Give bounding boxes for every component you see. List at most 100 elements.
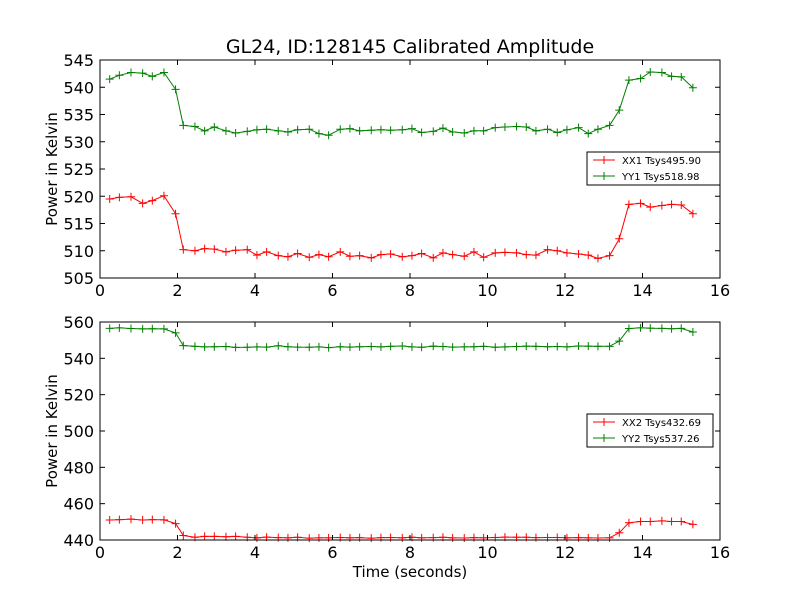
x-tick-label: 14 xyxy=(632,281,652,300)
data-point-marker xyxy=(667,200,676,209)
data-point-marker xyxy=(407,124,416,133)
data-point-marker xyxy=(231,129,240,138)
data-point-marker xyxy=(283,252,292,261)
data-point-marker xyxy=(574,341,583,350)
legend-marker xyxy=(600,172,608,180)
data-point-marker xyxy=(115,515,124,524)
data-point-marker xyxy=(115,193,124,202)
data-point-marker xyxy=(469,342,478,351)
data-point-marker xyxy=(345,124,354,133)
y-tick-label: 510 xyxy=(63,242,94,261)
y-tick-label: 540 xyxy=(63,349,94,368)
data-point-marker xyxy=(636,323,645,332)
data-point-marker xyxy=(274,126,283,135)
data-point-marker xyxy=(148,515,157,524)
data-point-marker xyxy=(293,343,302,352)
data-point-marker xyxy=(171,209,180,218)
data-point-marker xyxy=(522,123,531,132)
data-point-marker xyxy=(105,324,114,333)
data-point-marker xyxy=(417,128,426,137)
data-point-marker xyxy=(429,342,438,351)
data-point-marker xyxy=(305,343,314,352)
data-point-marker xyxy=(553,342,562,351)
data-point-marker xyxy=(324,252,333,261)
data-point-marker xyxy=(367,342,376,351)
data-point-marker xyxy=(657,201,666,210)
x-tick-label: 8 xyxy=(405,281,415,300)
data-point-marker xyxy=(522,342,531,351)
data-point-marker xyxy=(115,323,124,332)
x-tick-label: 2 xyxy=(172,543,182,562)
data-point-marker xyxy=(522,250,531,259)
data-point-marker xyxy=(171,519,180,528)
data-point-marker xyxy=(448,250,457,259)
data-point-marker xyxy=(274,341,283,350)
data-point-marker xyxy=(624,76,633,85)
data-point-marker xyxy=(531,126,540,135)
x-tick-label: 6 xyxy=(327,281,337,300)
data-point-marker xyxy=(314,250,323,259)
data-point-marker xyxy=(336,125,345,134)
y-tick-label: 525 xyxy=(63,160,94,179)
data-point-marker xyxy=(448,127,457,136)
data-point-marker xyxy=(179,531,188,540)
data-point-marker xyxy=(593,534,602,543)
data-point-marker xyxy=(324,343,333,352)
y-tick-label: 520 xyxy=(63,386,94,405)
data-point-marker xyxy=(688,520,697,529)
data-point-marker xyxy=(677,200,686,209)
data-point-marker xyxy=(127,515,135,524)
data-point-marker xyxy=(543,125,552,134)
data-point-marker xyxy=(210,123,219,132)
data-point-marker xyxy=(345,252,354,261)
data-point-marker xyxy=(398,125,407,134)
data-point-marker xyxy=(190,246,199,255)
data-point-marker xyxy=(324,131,333,140)
data-point-marker xyxy=(688,83,697,92)
x-tick-label: 8 xyxy=(405,543,415,562)
data-point-marker xyxy=(531,342,540,351)
data-point-marker xyxy=(252,251,261,260)
data-point-marker xyxy=(429,253,438,262)
data-point-marker xyxy=(460,534,469,543)
x-tick-label: 16 xyxy=(710,543,730,562)
data-point-marker xyxy=(677,324,686,333)
data-point-marker xyxy=(231,246,240,255)
legend-box xyxy=(586,413,714,448)
data-point-marker xyxy=(274,251,283,260)
data-point-marker xyxy=(243,245,252,254)
legend-entry-label: YY2 Tsys537.26 xyxy=(621,434,700,445)
data-point-marker xyxy=(221,247,230,256)
data-point-marker xyxy=(221,532,230,541)
data-point-marker xyxy=(574,123,583,132)
data-point-marker xyxy=(584,129,593,138)
data-point-marker xyxy=(460,252,469,261)
data-point-marker xyxy=(417,343,426,352)
data-point-marker xyxy=(605,342,614,351)
y-tick-label: 520 xyxy=(63,187,94,206)
data-point-marker xyxy=(262,247,271,256)
data-point-marker xyxy=(200,532,209,541)
data-point-marker xyxy=(491,248,500,257)
data-point-marker xyxy=(657,68,666,77)
data-point-marker xyxy=(479,342,488,351)
y-tick-label: 505 xyxy=(63,269,94,288)
data-point-marker xyxy=(636,199,645,208)
data-point-marker xyxy=(148,72,157,81)
data-point-marker xyxy=(115,71,124,80)
y-tick-label: 515 xyxy=(63,215,94,234)
data-point-marker xyxy=(615,337,624,346)
x-tick-label: 2 xyxy=(172,281,182,300)
data-point-marker xyxy=(593,342,602,351)
data-point-marker xyxy=(367,126,376,135)
data-point-marker xyxy=(438,248,447,257)
data-point-marker xyxy=(553,128,562,137)
data-point-marker xyxy=(210,532,219,541)
data-point-marker xyxy=(305,534,314,543)
data-point-marker xyxy=(171,328,180,337)
data-point-marker xyxy=(398,252,407,261)
data-point-marker xyxy=(138,199,147,208)
data-point-marker xyxy=(460,342,469,351)
data-point-marker xyxy=(314,129,323,138)
figure-title: GL24, ID:128145 Calibrated Amplitude xyxy=(226,36,594,58)
